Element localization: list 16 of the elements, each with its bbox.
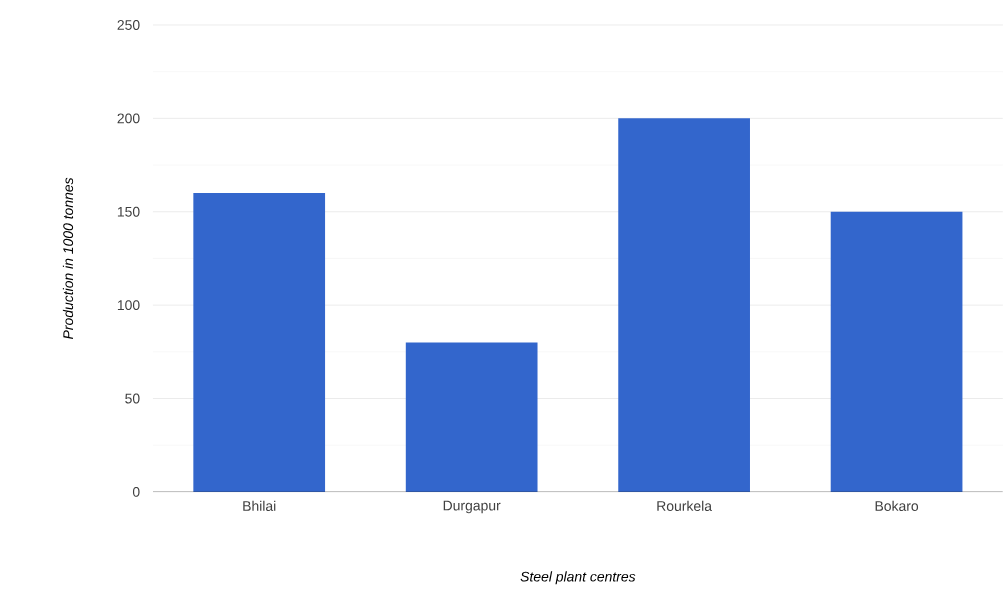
y-tick-label: 0 bbox=[132, 487, 140, 497]
y-tick-label: 50 bbox=[125, 393, 140, 404]
y-tick-label: 100 bbox=[117, 300, 140, 311]
bar bbox=[193, 193, 326, 492]
x-tick-label: Bhilai bbox=[243, 500, 276, 512]
bar bbox=[618, 118, 750, 492]
y-tick-label: 150 bbox=[117, 206, 140, 217]
bar bbox=[830, 211, 963, 492]
x-tick-label: Durgapur bbox=[443, 500, 501, 514]
bar bbox=[405, 342, 538, 492]
x-tick-label: Bokaro bbox=[875, 500, 919, 512]
y-tick-label: 250 bbox=[117, 20, 140, 30]
y-tick-label: 200 bbox=[117, 113, 140, 124]
x-axis-title: Steel plant centres bbox=[520, 571, 636, 585]
x-tick-label: Rourkela bbox=[657, 500, 713, 512]
y-axis-title: Production in 1000 tonnes bbox=[62, 177, 74, 340]
